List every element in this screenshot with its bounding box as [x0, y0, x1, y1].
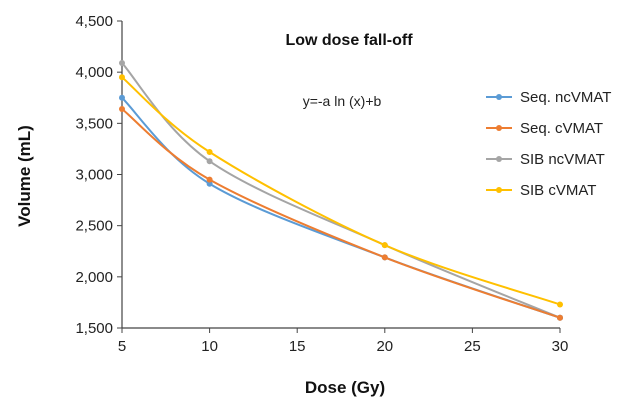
- axes: [121, 21, 560, 329]
- legend-label: SIB cVMAT: [520, 182, 596, 199]
- chart-title: Low dose fall-off: [285, 32, 413, 49]
- series-line: [121, 108, 561, 319]
- data-point: [557, 314, 563, 321]
- x-tick-label: 5: [118, 338, 126, 355]
- data-point: [206, 148, 213, 155]
- legend-label: Seq. cVMAT: [520, 120, 603, 137]
- x-tick-label: 30: [552, 338, 569, 355]
- y-axis-title: Volume (mL): [15, 125, 34, 227]
- data-point: [557, 301, 563, 308]
- x-tick-label: 20: [376, 338, 393, 355]
- x-tick-label: 10: [201, 338, 218, 355]
- data-point: [381, 242, 388, 249]
- x-tick-label: 15: [289, 338, 306, 355]
- y-tick-label: 2,500: [75, 218, 113, 235]
- data-point: [119, 74, 125, 81]
- equation-annotation: y=-a ln (x)+b: [303, 93, 382, 109]
- legend-marker: [496, 125, 502, 131]
- data-point: [381, 254, 388, 261]
- legend-marker: [496, 94, 502, 100]
- y-tick-label: 4,500: [75, 13, 113, 30]
- data-point: [206, 176, 213, 183]
- x-tick-label: 25: [464, 338, 481, 355]
- x-axis-title: Dose (Gy): [305, 378, 385, 397]
- series-line: [121, 76, 561, 306]
- legend: Seq. ncVMAT Seq. cVMAT SIB ncVMAT SIB cVMAT: [486, 89, 611, 199]
- y-tick-label: 1,500: [75, 320, 113, 337]
- legend-label: SIB ncVMAT: [520, 151, 605, 168]
- y-tick-label: 2,000: [75, 269, 113, 286]
- legend-label: Seq. ncVMAT: [520, 89, 611, 106]
- legend-marker: [496, 156, 502, 162]
- tick-labels: 1,500 2,000 2,500 3,000 3,500 4,000 4,500 5 10 15…: [75, 13, 568, 355]
- y-tick-label: 3,500: [75, 115, 113, 132]
- legend-marker: [496, 187, 502, 193]
- data-point: [206, 158, 213, 165]
- y-tick-label: 3,000: [75, 167, 113, 184]
- data-point: [119, 59, 125, 66]
- data-point: [119, 106, 125, 113]
- y-tick-label: 4,000: [75, 64, 113, 81]
- data-point: [119, 94, 125, 101]
- series-layer: [119, 59, 563, 321]
